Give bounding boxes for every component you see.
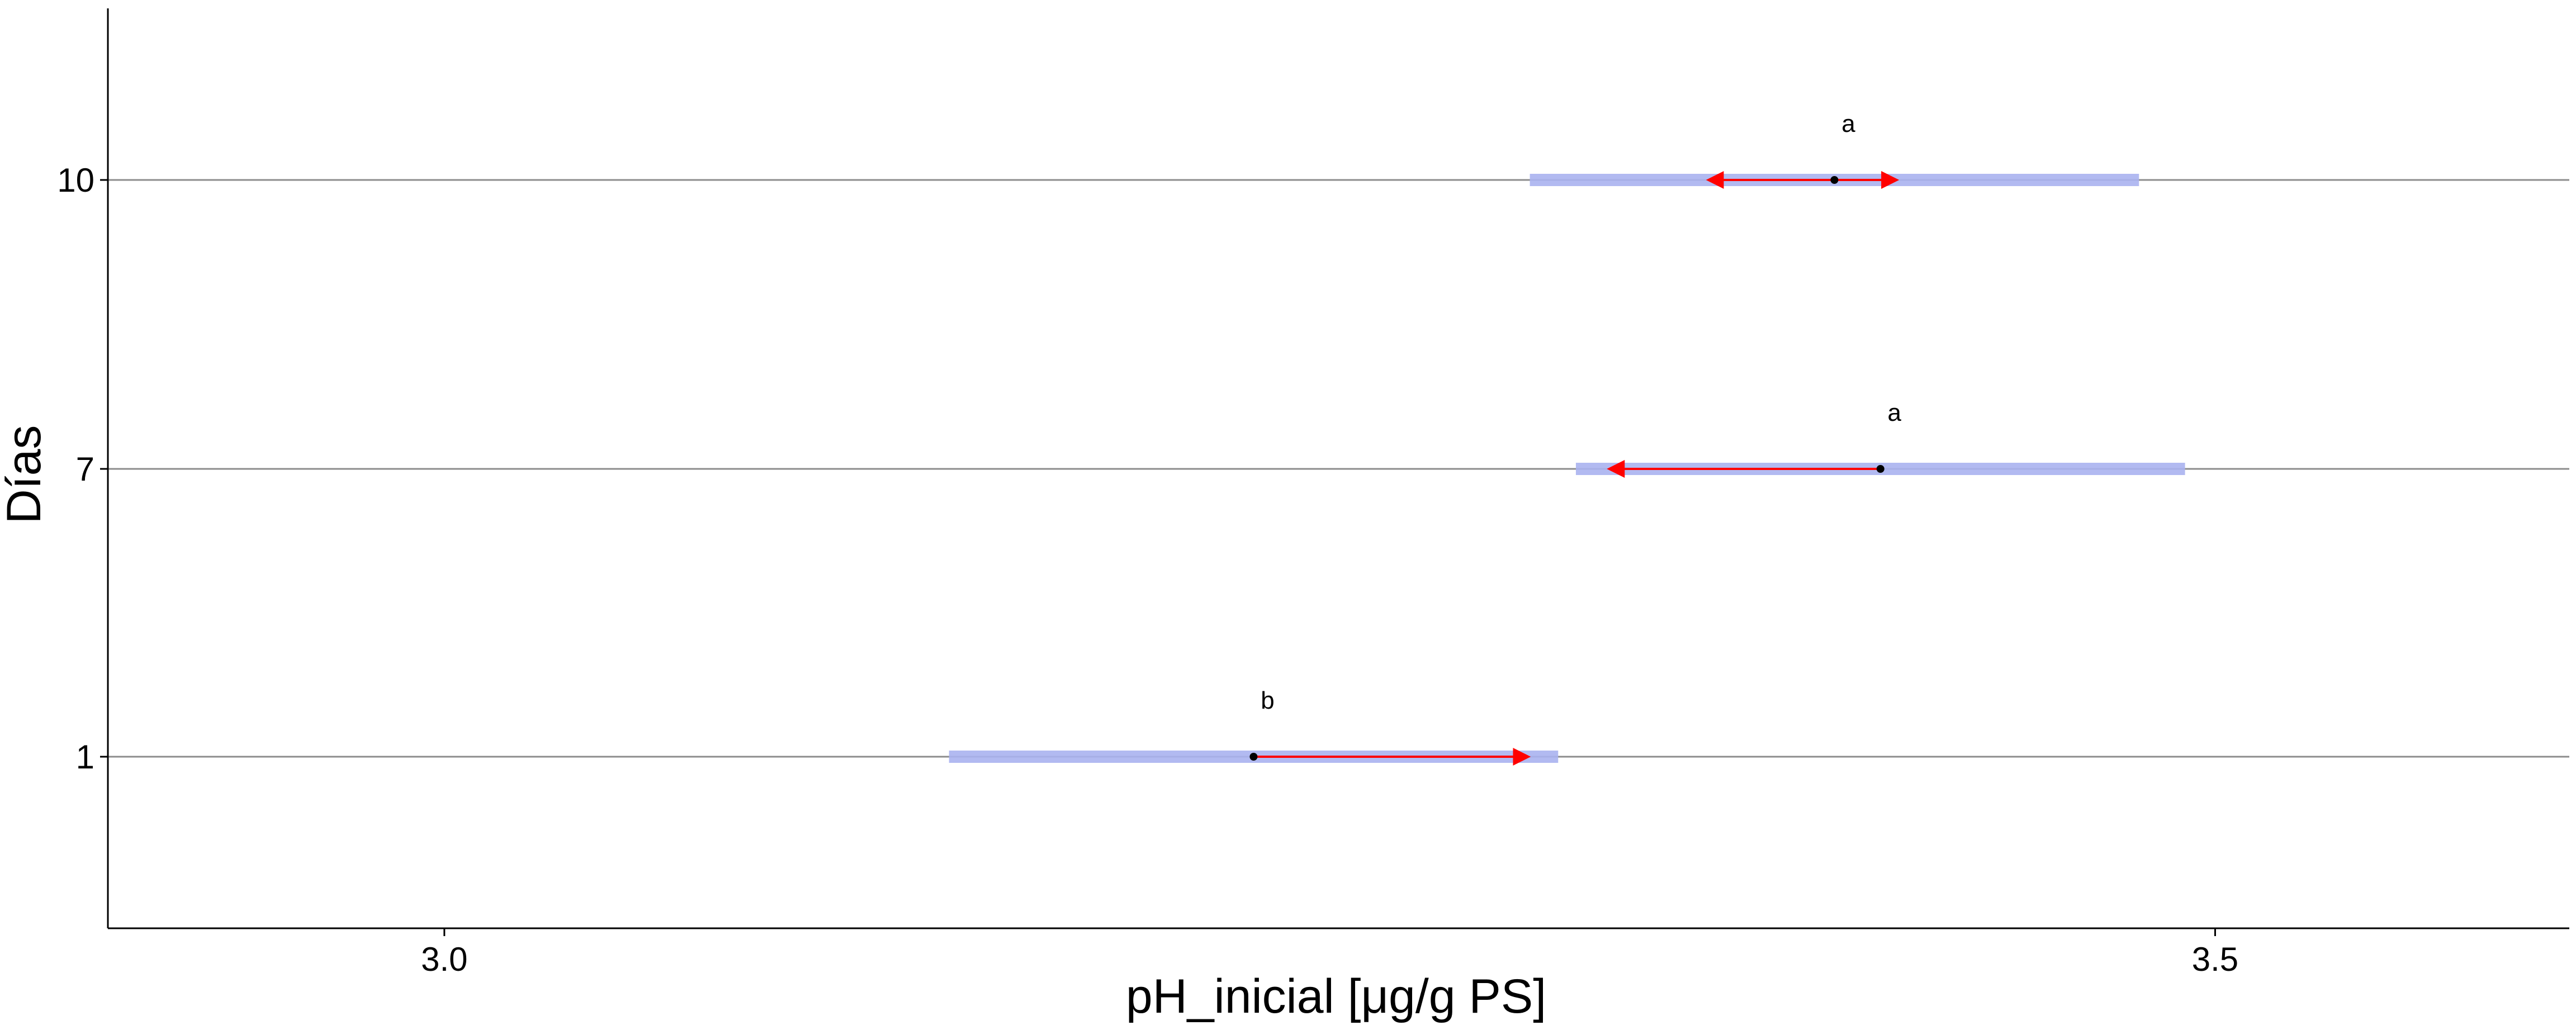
group-letter-day-10: a (1841, 110, 1855, 137)
axes: 1 7 10 3.0 3.5 (57, 8, 2569, 978)
y-tick-label-day-10: 10 (57, 162, 94, 199)
plot-marks: b a a (949, 110, 2185, 766)
gridlines (108, 179, 2569, 758)
y-tick-label-day-1: 1 (76, 738, 94, 776)
group-letter-day-1: b (1261, 687, 1274, 714)
mean-point-day-10 (1830, 176, 1839, 184)
x-tick-label-1: 3.5 (2192, 941, 2238, 978)
x-axis-title: pH_inicial [μg/g PS] (1126, 970, 1546, 1023)
x-tick-label-0: 3.0 (421, 941, 467, 978)
y-axis-title: Días (0, 425, 51, 524)
y-tick-label-day-7: 7 (76, 450, 94, 488)
mean-point-day-7 (1876, 465, 1884, 473)
mean-point-day-1 (1249, 753, 1258, 761)
group-letter-day-7: a (1888, 399, 1902, 426)
